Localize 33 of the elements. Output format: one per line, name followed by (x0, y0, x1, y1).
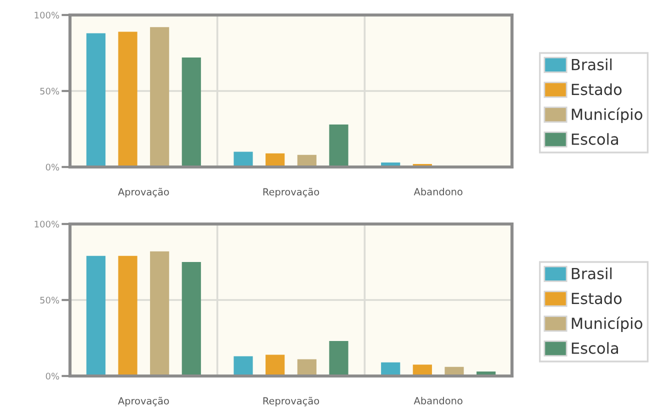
y-tick-label: 100% (34, 220, 60, 228)
y-tick-label: 50% (40, 88, 60, 95)
bar (150, 27, 170, 167)
x-tick-label: Reprovação (263, 396, 320, 406)
bar (150, 251, 170, 376)
x-tick-label: Aprovação (118, 188, 169, 198)
y-tick-label: 50% (40, 296, 60, 304)
legend-label: Estado (572, 83, 622, 96)
bar (118, 256, 138, 376)
bar (234, 152, 253, 167)
y-tick-label: 0% (46, 372, 60, 380)
bar (182, 58, 201, 167)
bar (266, 354, 285, 376)
text: Município (572, 316, 642, 332)
text: Estado (572, 292, 622, 304)
x-tick-label: Reprovação (263, 188, 320, 198)
y-tick-label: 0% (46, 164, 60, 171)
text: Escola (572, 342, 618, 354)
bar (86, 33, 106, 167)
legend-label: Escola (572, 133, 618, 145)
bar (86, 256, 106, 376)
legend-label: Município (572, 108, 642, 124)
bar (329, 341, 348, 376)
x-tick-label: Abandono (414, 188, 462, 196)
bar (329, 124, 348, 167)
x-tick-label: Abandono (414, 396, 462, 404)
bar (234, 356, 253, 376)
x-tick-label: Aprovação (118, 396, 169, 406)
y-tick-label: 100% (34, 12, 60, 19)
bar (182, 262, 201, 376)
bar (118, 32, 138, 167)
text: Brasil (572, 268, 612, 280)
legend-label: Brasil (572, 58, 612, 70)
